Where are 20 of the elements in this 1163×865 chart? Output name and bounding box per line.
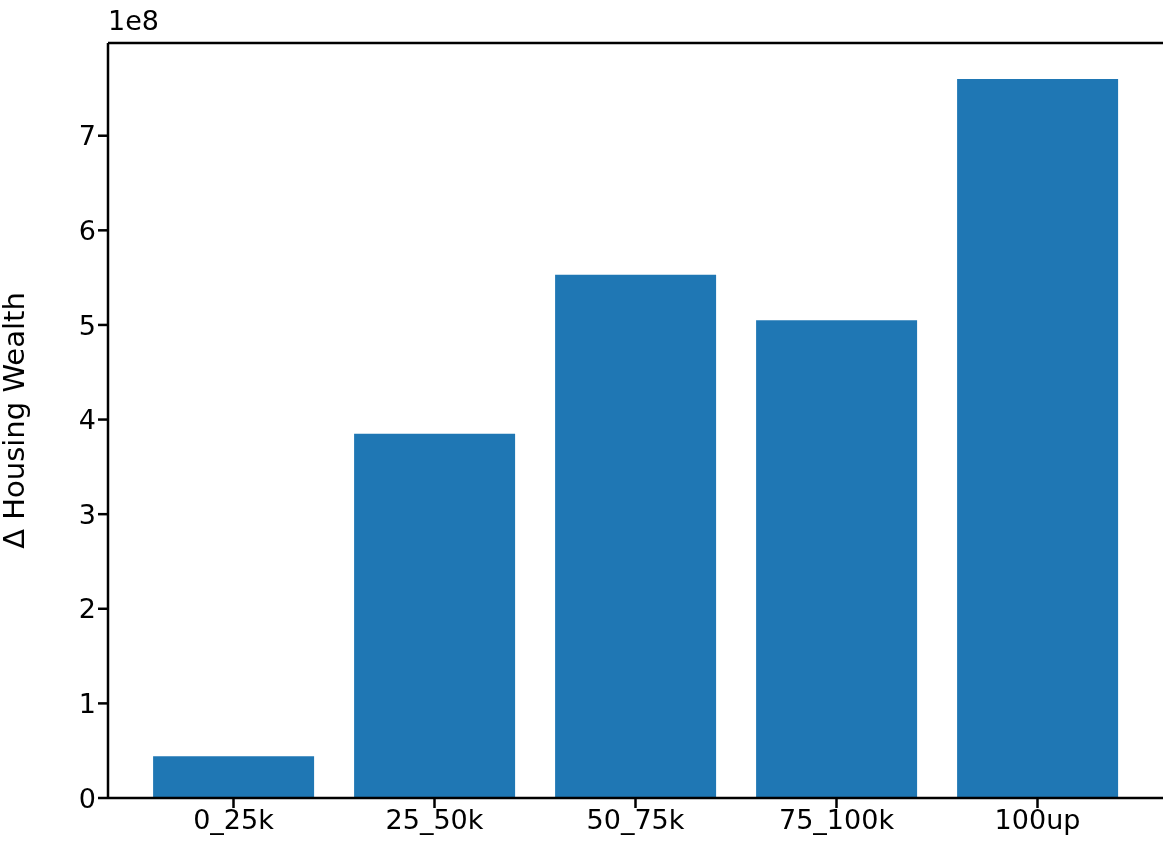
x-tick-label: 25_50k (385, 804, 484, 836)
x-tick-label: 100up (994, 804, 1081, 836)
x-tick-label: 50_75k (586, 804, 685, 836)
y-tick-label: 1 (78, 687, 96, 719)
bar (957, 78, 1119, 798)
y-tick-label: 5 (78, 309, 96, 341)
bar (756, 320, 918, 798)
y-tick-label: 6 (78, 214, 96, 246)
bar (354, 433, 516, 798)
x-tick-label: 0_25k (193, 804, 275, 836)
y-axis-title: Δ Housing Wealth (0, 292, 32, 549)
y-tick-label: 7 (78, 120, 96, 152)
text: 1e8 (108, 5, 159, 36)
y-tick-label: 4 (78, 404, 96, 436)
y-tick-label: 2 (78, 593, 96, 625)
x-tick-label: 75_100k (778, 804, 895, 836)
bar (555, 274, 717, 798)
bar (153, 756, 315, 798)
y-tick-label: 3 (78, 498, 96, 530)
y-tick-label: 0 (78, 782, 96, 814)
